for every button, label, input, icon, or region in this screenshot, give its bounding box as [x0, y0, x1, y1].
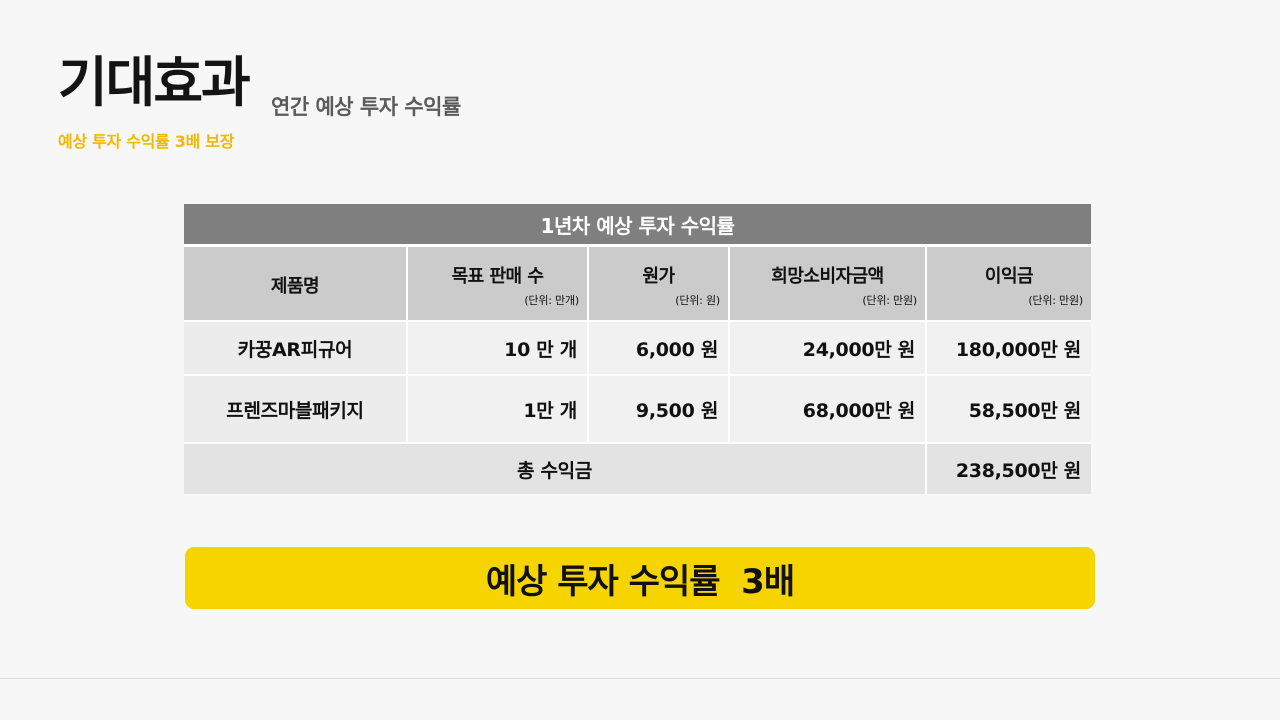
cell-retail-price: 24,000만 원: [729, 320, 927, 375]
cell-profit: 180,000만 원: [926, 320, 1091, 375]
banner-text: 예상 투자 수익률 3배: [485, 561, 795, 602]
column-header-unit: (단위: 만원): [1028, 293, 1083, 307]
column-header-target-sales: 목표 판매 수 (단위: 만개): [407, 245, 589, 321]
column-header-label: 이익금: [984, 265, 1034, 287]
column-header-label: 희망소비자금액: [771, 265, 884, 287]
column-header-unit: (단위: 만원): [862, 293, 917, 307]
column-header-label: 원가: [642, 265, 675, 287]
table-row: 프렌즈마블패키지 1만 개 9,500 원 68,000만 원 58,500만 …: [184, 374, 1091, 443]
total-value: 238,500만 원: [926, 442, 1091, 494]
table-total-row: 총 수익금 238,500만 원: [184, 442, 1091, 494]
cell-product-name: 프렌즈마블패키지: [184, 374, 408, 443]
highlight-banner: 예상 투자 수익률 3배: [185, 547, 1095, 609]
table-caption-row: 1년차 예상 투자 수익률: [184, 204, 1091, 247]
cell-retail-price: 68,000만 원: [729, 374, 927, 443]
column-header-unit: (단위: 만개): [524, 293, 579, 307]
column-header-cost: 원가 (단위: 원): [588, 245, 730, 321]
tagline: 예상 투자 수익률 3배 보장: [58, 132, 235, 151]
cell-product-name: 카꿍AR피규어: [184, 320, 408, 375]
column-header-label: 제품명: [270, 275, 320, 297]
page-title: 기대효과: [58, 51, 251, 114]
cell-profit: 58,500만 원: [926, 374, 1091, 443]
table-header-row: 제품명 목표 판매 수 (단위: 만개) 원가 (단위: 원) 희망소비자금액 …: [184, 245, 1091, 321]
investment-return-table: 1년차 예상 투자 수익률 제품명 목표 판매 수 (단위: 만개) 원가 (단…: [184, 204, 1091, 494]
column-header-product: 제품명: [184, 245, 408, 321]
page-subtitle: 연간 예상 투자 수익률: [271, 95, 461, 119]
cell-target-sales: 10 만 개: [407, 320, 589, 375]
column-header-unit: (단위: 원): [675, 293, 720, 307]
column-header-profit: 이익금 (단위: 만원): [926, 245, 1091, 321]
footer-divider: [0, 678, 1280, 679]
table-row: 카꿍AR피규어 10 만 개 6,000 원 24,000만 원 180,000…: [184, 320, 1091, 375]
cell-cost: 9,500 원: [588, 374, 730, 443]
table: 1년차 예상 투자 수익률 제품명 목표 판매 수 (단위: 만개) 원가 (단…: [184, 204, 1091, 494]
column-header-retail-price: 희망소비자금액 (단위: 만원): [729, 245, 927, 321]
cell-target-sales: 1만 개: [407, 374, 589, 443]
column-header-label: 목표 판매 수: [451, 265, 544, 287]
total-label: 총 수익금: [184, 442, 927, 494]
table-caption: 1년차 예상 투자 수익률: [184, 204, 1091, 247]
cell-cost: 6,000 원: [588, 320, 730, 375]
